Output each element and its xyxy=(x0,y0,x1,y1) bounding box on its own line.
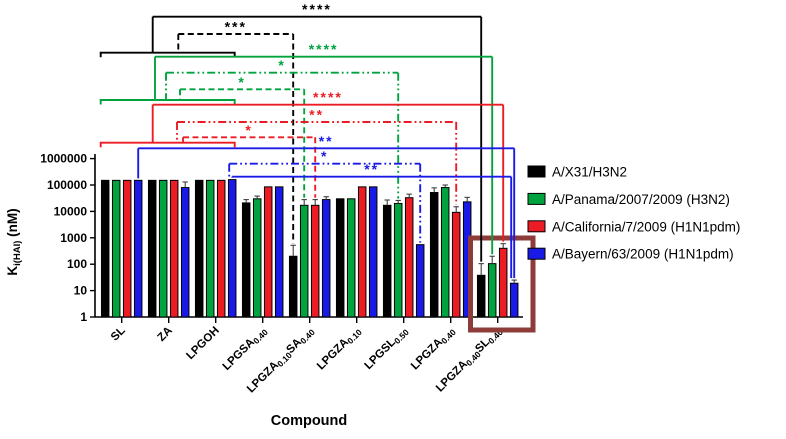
significance-stars: * xyxy=(245,122,252,138)
bar-s0-g8 xyxy=(476,274,486,318)
x-category-label: LPGSA0.40 xyxy=(221,324,270,373)
bar-s0-g6 xyxy=(382,204,392,318)
y-tick-label: 1 xyxy=(80,310,87,324)
bar-s2-g0 xyxy=(122,179,132,318)
bar-s1-g7 xyxy=(440,187,450,318)
legend-swatch-3 xyxy=(527,247,546,260)
significance-range-bracket xyxy=(99,99,236,105)
bar-s2-g4 xyxy=(310,204,320,318)
bar-s3-g5 xyxy=(368,186,378,318)
bar-s1-g2 xyxy=(205,179,215,318)
bar-s3-g0 xyxy=(133,179,143,318)
significance-stars: * xyxy=(278,57,285,73)
y-tick-label: 100000 xyxy=(47,178,87,192)
legend-label-0: A/X31/H3N2 xyxy=(552,165,627,180)
bar-s3-g1 xyxy=(180,187,190,318)
y-tick-label: 1000 xyxy=(60,231,87,245)
bar-s1-g5 xyxy=(346,198,356,318)
bar-s0-g7 xyxy=(429,191,439,318)
significance-stars: ** xyxy=(319,133,334,149)
bar-s0-g0 xyxy=(100,179,110,318)
bar-s1-g1 xyxy=(158,179,168,318)
significance-stars: **** xyxy=(309,41,339,57)
bar-s1-g8 xyxy=(487,263,497,318)
significance-stars: *** xyxy=(225,19,247,35)
y-tick-label: 100 xyxy=(67,257,87,271)
x-category-label: LPGZA0.10 xyxy=(315,324,364,373)
bar-s1-g6 xyxy=(393,202,403,318)
bar-s3-g2 xyxy=(227,179,237,318)
significance-stars: ** xyxy=(364,161,379,177)
x-category-label: LPGZA0.40 xyxy=(409,324,458,373)
significance-stars: * xyxy=(321,148,328,164)
legend-swatch-0 xyxy=(527,165,546,178)
legend-label-3: A/Bayern/63/2009 (H1N1pdm) xyxy=(552,247,734,262)
y-tick-label: 1000000 xyxy=(40,152,87,166)
x-category-label: SL xyxy=(109,325,128,344)
bar-s3-g8 xyxy=(509,282,519,318)
legend-label-2: A/California/7/2009 (H1N1pdm) xyxy=(552,219,740,234)
x-category-label: LPGOH xyxy=(184,325,221,362)
y-tick-label: 10000 xyxy=(54,204,88,218)
legend-swatch-1 xyxy=(527,192,546,205)
bar-s2-g7 xyxy=(451,211,461,318)
bar-s0-g5 xyxy=(335,198,345,318)
bar-s3-g4 xyxy=(321,199,331,318)
bar-s3-g6 xyxy=(415,244,425,318)
bar-s2-g5 xyxy=(357,186,367,318)
bar-s3-g3 xyxy=(274,186,284,318)
y-tick-label: 10 xyxy=(74,284,88,298)
bar-s2-g2 xyxy=(216,179,226,318)
bar-s1-g4 xyxy=(299,204,309,318)
significance-stars: * xyxy=(238,74,245,90)
bar-s0-g3 xyxy=(241,202,251,318)
significance-range-bracket xyxy=(99,51,236,58)
bar-s2-g8 xyxy=(498,247,508,318)
bar-s1-g0 xyxy=(111,179,121,318)
bar-s0-g4 xyxy=(288,255,298,318)
highlight-box xyxy=(468,235,536,333)
x-axis-title: Compound xyxy=(271,413,348,429)
legend-label-1: A/Panama/2007/2009 (H3N2) xyxy=(552,192,730,207)
bar-s2-g1 xyxy=(169,179,179,318)
significance-range-bracket xyxy=(99,141,236,148)
x-category-label: LPGSL0.50 xyxy=(363,324,412,373)
bar-s0-g1 xyxy=(147,179,157,318)
bar-s0-g2 xyxy=(194,179,204,318)
significance-stars: **** xyxy=(313,89,343,105)
significance-stars: ** xyxy=(309,107,324,123)
y-axis-title: Ki(HAI) (nM) xyxy=(5,208,23,275)
legend-swatch-2 xyxy=(527,220,546,233)
bar-s1-g3 xyxy=(252,198,262,318)
bar-s2-g6 xyxy=(404,197,414,318)
x-category-label: ZA xyxy=(155,325,174,344)
bar-s2-g3 xyxy=(263,186,273,318)
significance-stars: **** xyxy=(302,1,332,17)
